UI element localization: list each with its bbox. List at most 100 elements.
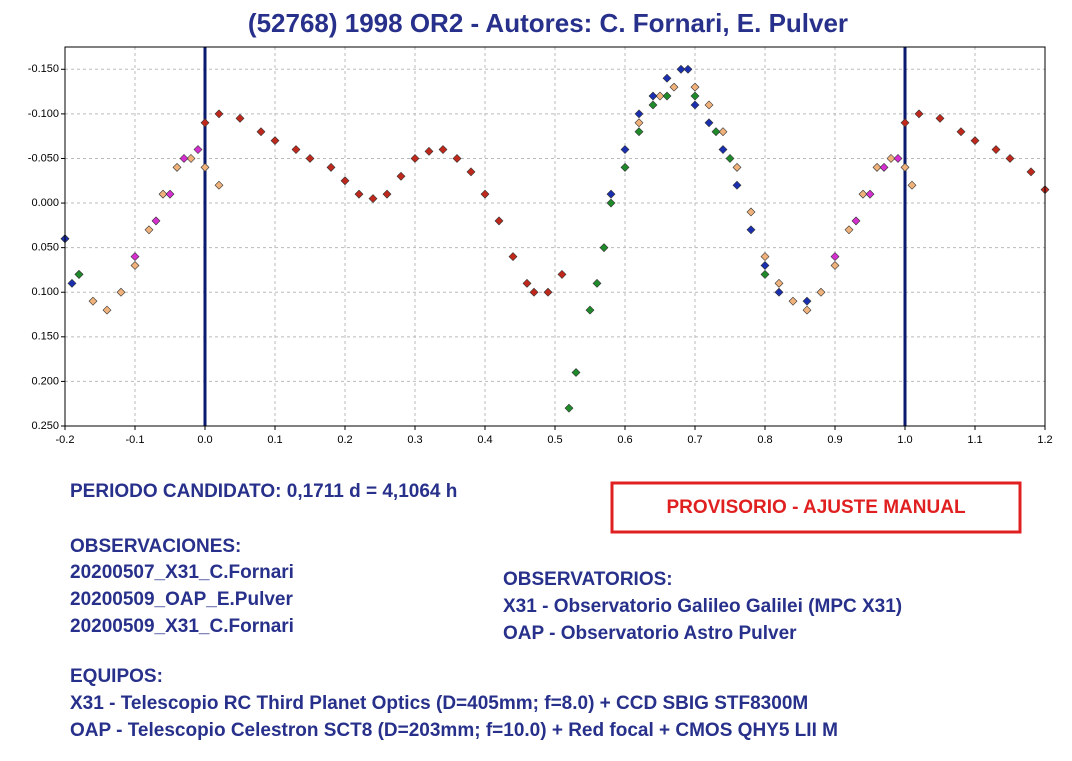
data-point (774, 278, 784, 288)
data-point (494, 216, 504, 226)
data-point (893, 154, 903, 163)
data-point (606, 198, 616, 208)
observatory: X31 - Observatorio Galileo Galilei (MPC … (503, 596, 902, 617)
data-point (760, 269, 770, 279)
data-point (130, 252, 140, 261)
y-tick-label: 0.000 (31, 197, 59, 209)
y-tick-label: 0.050 (31, 242, 59, 254)
plot-area (65, 47, 1045, 426)
x-tick-label: -0.2 (56, 434, 75, 446)
y-tick-label: -0.050 (28, 152, 59, 164)
data-point (438, 145, 448, 154)
data-point (648, 100, 658, 110)
x-tick-label: 0.1 (267, 434, 282, 446)
equipment-heading: EQUIPOS: (70, 666, 163, 687)
data-point (725, 154, 735, 163)
data-point (305, 154, 315, 163)
data-point (690, 91, 700, 101)
x-tick-label: 0.3 (407, 434, 422, 446)
data-point (907, 180, 917, 190)
data-point (662, 73, 672, 83)
data-point (655, 91, 665, 101)
data-point (235, 113, 245, 123)
data-point (151, 216, 161, 226)
data-point (718, 127, 728, 137)
data-point (529, 287, 539, 297)
y-tick-label: 0.250 (31, 420, 59, 432)
data-point (116, 287, 126, 297)
data-point (991, 145, 1001, 154)
data-point (662, 91, 672, 101)
x-tick-label: 0.9 (827, 434, 842, 446)
data-point (718, 145, 728, 154)
data-point (382, 189, 392, 199)
data-point (802, 305, 812, 315)
data-point (634, 109, 644, 119)
data-point (788, 296, 798, 306)
observations-heading: OBSERVACIONES: (70, 536, 241, 557)
data-point (67, 278, 77, 288)
data-point (88, 296, 98, 306)
data-point (620, 145, 630, 154)
data-point (606, 189, 616, 199)
data-point (760, 252, 770, 261)
data-point (900, 118, 910, 128)
data-point (599, 243, 609, 253)
observatory: OAP - Observatorio Astro Pulver (503, 623, 797, 644)
data-point (354, 189, 364, 199)
x-tick-label: 0.0 (197, 434, 212, 446)
data-point (830, 252, 840, 261)
x-tick-label: 0.5 (547, 434, 562, 446)
data-point (844, 225, 854, 235)
y-tick-label: 0.100 (31, 286, 59, 298)
x-tick-label: -0.1 (126, 434, 145, 446)
data-point (732, 180, 742, 190)
data-point (851, 216, 861, 226)
data-point (914, 109, 924, 119)
data-point (690, 100, 700, 110)
data-point (130, 261, 140, 270)
y-tick-label: 0.200 (31, 375, 59, 387)
data-point (704, 100, 714, 110)
data-point (291, 145, 301, 154)
data-point (186, 154, 196, 163)
data-point (74, 269, 84, 279)
data-point (935, 113, 945, 123)
data-point (424, 146, 434, 156)
x-tick-label: 0.6 (617, 434, 632, 446)
data-point (557, 269, 567, 279)
data-point (172, 162, 182, 172)
data-point (592, 278, 602, 288)
data-point (571, 368, 581, 377)
data-point (648, 91, 658, 101)
data-point (158, 189, 168, 199)
data-point (732, 162, 742, 172)
data-point (872, 162, 882, 172)
data-point (956, 127, 966, 137)
data-point (466, 167, 476, 177)
data-point (802, 296, 812, 306)
plot-frame (64, 46, 1046, 427)
data-point (683, 64, 693, 74)
x-tick-label: 0.7 (687, 434, 702, 446)
x-tick-label: 0.2 (337, 434, 352, 446)
data-point (326, 162, 336, 172)
data-point (746, 225, 756, 235)
period: PERIODO CANDIDATO: 0,1711 d = 4,1064 h (70, 481, 457, 502)
data-point (368, 194, 378, 204)
data-point (508, 252, 518, 261)
data-point (711, 127, 721, 137)
data-point (676, 64, 686, 74)
data-point (620, 162, 630, 172)
data-point (200, 162, 210, 172)
data-point (480, 189, 490, 199)
data-point (865, 189, 875, 199)
data-point (340, 176, 350, 186)
y-tick-label: 0.150 (31, 331, 59, 343)
x-tick-label: 0.8 (757, 434, 772, 446)
data-point (634, 127, 644, 137)
equipment: X31 - Telescopio RC Third Planet Optics … (70, 693, 808, 714)
data-point (214, 109, 224, 119)
x-tick-label: 0.4 (477, 434, 492, 446)
observation: 20200509_OAP_E.Pulver (70, 589, 293, 610)
